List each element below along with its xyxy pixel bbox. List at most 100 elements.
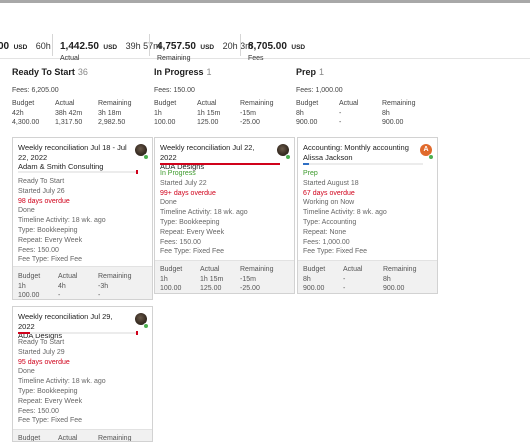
summary-currency: USD [103, 44, 118, 51]
summary-amount: 00 [0, 41, 10, 52]
stat-value: -15m [240, 109, 256, 117]
stat-header: Budget [12, 100, 35, 107]
divider [149, 34, 150, 56]
stat-header: Budget [296, 100, 319, 107]
card-title: Weekly reconciliation Jul 29, 2022 [18, 312, 113, 331]
divider [240, 34, 241, 56]
card-type: Type: Accounting [303, 218, 357, 226]
card-fees: Fees: 150.00 [160, 238, 201, 246]
stat-value: 4,300.00 [12, 119, 40, 126]
online-status-icon [143, 154, 149, 160]
card-details: Ready To Start Started July 26 98 days o… [18, 177, 106, 265]
card-client: ADA Designs [160, 162, 205, 171]
card-timeline: Timeline Activity: 18 wk. ago [18, 378, 106, 386]
foot-value: 125.00 [200, 285, 222, 292]
card-fee-type: Fee Type: Fixed Fee [18, 256, 83, 264]
foot-value: 1h [18, 282, 26, 290]
card-overdue: 67 days overdue [303, 189, 355, 197]
task-card[interactable]: Weekly reconciliation Jul 29, 2022 ADA D… [12, 306, 153, 442]
card-repeat: Repeat: None [303, 228, 347, 236]
progress-fill [160, 163, 280, 165]
stat-header: Budget [154, 100, 177, 107]
task-card[interactable]: Accounting: Monthly accounting Alissa Ja… [297, 137, 438, 294]
card-footer: Budget Actual Remaining 1h 1h 15m -15m 1… [155, 260, 294, 293]
card-title: Accounting: Monthly accounting [303, 143, 409, 152]
foot-header: Remaining [98, 273, 132, 280]
card-type: Type: Bookkeeping [18, 226, 78, 234]
stat-value: 1h [154, 109, 162, 117]
card-footer: Budget Actual Remaining 1h 4h -3h 100.00… [13, 266, 152, 299]
stat-header: Actual [197, 100, 217, 107]
card-client: ADA Designs [18, 331, 63, 340]
card-status: Ready To Start [18, 178, 65, 185]
card-done: Working on Now [303, 199, 355, 207]
progress-fill [303, 163, 309, 165]
foot-value: 100.00 [160, 285, 182, 292]
card-overdue: 99+ days overdue [160, 189, 216, 197]
online-status-icon [428, 154, 434, 160]
foot-header: Budget [303, 266, 326, 273]
progress-bar [303, 163, 423, 165]
card-footer: Budget Actual Remaining 8h - 8h 900.00 -… [298, 260, 437, 293]
card-repeat: Repeat: Every Week [18, 397, 83, 405]
column-header-ready-to-start[interactable]: Ready To Start 36 [12, 67, 88, 77]
summary-bar: 00 USD 60h 1,442.50 USD 39h 57m Actual 4… [0, 0, 530, 62]
card-client: Adam & Smith Consulting [18, 162, 104, 171]
stat-header: Actual [339, 100, 359, 107]
card-overdue: 98 days overdue [18, 197, 70, 205]
task-card[interactable]: Weekly reconciliation Jul 22, 2022 ADA D… [154, 137, 295, 294]
stat-value: 38h 42m [55, 109, 83, 117]
column-fees: Fees: 150.00 [154, 87, 195, 94]
stat-value: 1,317.50 [55, 119, 83, 126]
foot-header: Budget [160, 266, 183, 273]
summary-hours: 60h [35, 41, 51, 51]
column-title: Prep [296, 67, 317, 77]
column-header-in-progress[interactable]: In Progress 1 [154, 67, 212, 77]
card-repeat: Repeat: Every Week [160, 228, 225, 236]
user-avatar[interactable] [135, 144, 147, 156]
task-card[interactable]: Weekly reconciliation Jul 18 - Jul 22, 2… [12, 137, 153, 300]
summary-label: Fees [248, 55, 264, 62]
summary-amount: 4,757.50 [157, 41, 196, 52]
card-footer: Budget Actual Remaining [13, 429, 152, 442]
card-details: Ready To Start Started July 29 95 days o… [18, 338, 106, 426]
progress-start-marker [18, 332, 30, 334]
foot-value: - [343, 285, 346, 292]
top-border [0, 0, 530, 3]
card-fees: Fees: 150.00 [18, 407, 59, 415]
card-overdue: 95 days overdue [18, 358, 70, 366]
foot-header: Actual [200, 266, 220, 273]
foot-value: 900.00 [383, 285, 405, 292]
card-details: Prep Started August 18 67 days overdue W… [303, 169, 387, 257]
summary-actual: 1,442.50 USD 39h 57m Actual [60, 36, 161, 62]
online-status-icon [143, 323, 149, 329]
foot-header: Remaining [98, 435, 132, 442]
summary-hours: 39h 57m [125, 41, 161, 51]
column-header-prep[interactable]: Prep 1 [296, 67, 324, 77]
column-count: 36 [77, 67, 88, 77]
stat-value: 900.00 [382, 119, 404, 126]
user-avatar[interactable] [277, 144, 289, 156]
foot-header: Remaining [240, 266, 274, 273]
column-fees: Fees: 1,000.00 [296, 87, 343, 94]
stat-value: 8h [296, 109, 304, 117]
column-title: In Progress [154, 67, 204, 77]
foot-value: 900.00 [303, 285, 325, 292]
card-fee-type: Fee Type: Fixed Fee [18, 417, 83, 425]
foot-header: Actual [58, 273, 78, 280]
stat-header: Actual [55, 100, 75, 107]
summary-budget: 00 USD 60h [0, 36, 51, 54]
card-details: In Progress Started July 22 99+ days ove… [160, 169, 248, 257]
progress-end-marker [136, 331, 138, 335]
foot-value: 4h [58, 282, 66, 290]
progress-end-marker [136, 170, 138, 174]
user-avatar[interactable] [135, 313, 147, 325]
foot-header: Budget [18, 435, 41, 442]
foot-value: - [343, 275, 346, 283]
user-avatar[interactable]: A [420, 144, 432, 156]
foot-header: Remaining [383, 266, 417, 273]
foot-value: - [98, 292, 101, 299]
stat-value: - [339, 119, 342, 126]
summary-hours: 20h 3m [222, 41, 253, 51]
stat-value: 3h 18m [98, 109, 122, 117]
